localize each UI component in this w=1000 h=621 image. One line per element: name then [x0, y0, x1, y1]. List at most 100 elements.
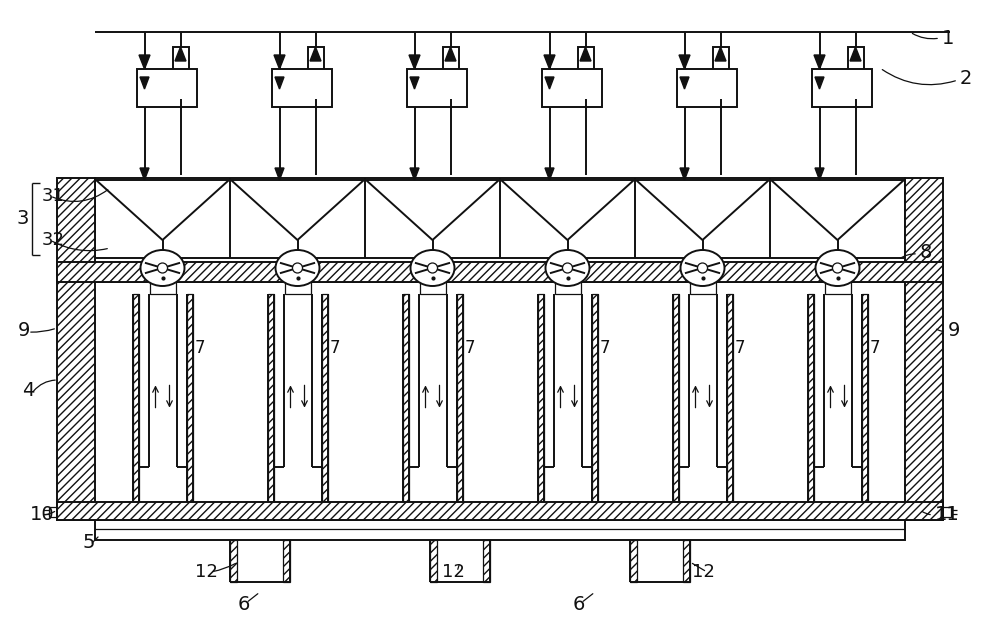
Text: 12: 12: [692, 563, 715, 581]
Polygon shape: [545, 77, 554, 89]
Bar: [95, 520, 905, 540]
Ellipse shape: [816, 250, 860, 286]
Text: 31: 31: [42, 187, 65, 205]
Polygon shape: [680, 168, 689, 180]
Polygon shape: [410, 77, 419, 89]
Bar: [683, 540, 690, 582]
Bar: [560, 274, 574, 282]
Polygon shape: [140, 168, 149, 180]
Bar: [426, 274, 440, 282]
Polygon shape: [96, 180, 229, 240]
Circle shape: [158, 263, 168, 273]
Polygon shape: [175, 47, 186, 61]
Polygon shape: [580, 47, 591, 61]
Text: 9: 9: [948, 320, 960, 340]
Polygon shape: [680, 77, 689, 89]
Circle shape: [428, 263, 438, 273]
Bar: [712, 47, 728, 99]
Bar: [824, 282, 850, 294]
Bar: [848, 47, 864, 99]
Ellipse shape: [546, 250, 590, 286]
Polygon shape: [679, 55, 690, 69]
Bar: [937, 507, 951, 517]
Text: 4: 4: [22, 381, 34, 399]
Polygon shape: [274, 55, 285, 69]
Bar: [442, 47, 458, 99]
Text: 11: 11: [935, 505, 960, 525]
Text: 10: 10: [30, 505, 55, 525]
Bar: [690, 282, 716, 294]
Bar: [402, 294, 409, 502]
Bar: [554, 282, 580, 294]
Circle shape: [292, 263, 302, 273]
Ellipse shape: [276, 250, 320, 286]
Polygon shape: [814, 55, 825, 69]
Ellipse shape: [680, 250, 724, 286]
Polygon shape: [139, 55, 150, 69]
Bar: [406, 69, 466, 107]
Bar: [268, 294, 274, 502]
Polygon shape: [140, 77, 149, 89]
Bar: [630, 540, 637, 582]
Text: 1: 1: [942, 29, 954, 47]
Polygon shape: [815, 168, 824, 180]
Bar: [285, 282, 310, 294]
Bar: [538, 294, 544, 502]
Bar: [57, 502, 943, 520]
Polygon shape: [409, 55, 420, 69]
Bar: [283, 540, 290, 582]
Bar: [156, 274, 170, 282]
Bar: [322, 294, 328, 502]
Polygon shape: [771, 180, 904, 240]
Bar: [672, 294, 678, 502]
Polygon shape: [544, 55, 555, 69]
Bar: [726, 294, 732, 502]
Bar: [812, 69, 872, 107]
Circle shape: [698, 263, 708, 273]
Bar: [150, 282, 176, 294]
Bar: [578, 47, 594, 99]
Text: 5: 5: [82, 533, 94, 553]
Text: 2: 2: [960, 68, 972, 88]
Bar: [136, 69, 196, 107]
Bar: [592, 294, 598, 502]
Text: 6: 6: [238, 594, 250, 614]
Bar: [57, 178, 95, 520]
Bar: [173, 47, 188, 99]
Polygon shape: [636, 180, 769, 240]
Polygon shape: [366, 180, 499, 240]
Bar: [830, 274, 844, 282]
Text: 7: 7: [464, 339, 475, 357]
Bar: [808, 294, 814, 502]
Bar: [430, 540, 437, 582]
Bar: [905, 178, 943, 520]
Polygon shape: [850, 47, 861, 61]
Text: 3: 3: [16, 209, 28, 227]
Bar: [542, 69, 602, 107]
Bar: [49, 507, 63, 517]
Bar: [420, 282, 446, 294]
Bar: [272, 69, 332, 107]
Text: 12: 12: [195, 563, 218, 581]
Polygon shape: [445, 47, 456, 61]
Text: 7: 7: [870, 339, 880, 357]
Text: 6: 6: [573, 594, 585, 614]
Bar: [95, 178, 905, 258]
Bar: [290, 274, 304, 282]
Polygon shape: [815, 77, 824, 89]
Polygon shape: [275, 168, 284, 180]
Bar: [132, 294, 138, 502]
Text: 7: 7: [600, 339, 610, 357]
Bar: [230, 540, 237, 582]
Text: 7: 7: [194, 339, 205, 357]
Bar: [186, 294, 192, 502]
Circle shape: [562, 263, 572, 273]
Polygon shape: [310, 47, 321, 61]
Bar: [456, 294, 462, 502]
Bar: [483, 540, 490, 582]
Text: 7: 7: [330, 339, 340, 357]
Ellipse shape: [140, 250, 184, 286]
Bar: [308, 47, 324, 99]
Polygon shape: [410, 168, 419, 180]
Text: 7: 7: [734, 339, 745, 357]
